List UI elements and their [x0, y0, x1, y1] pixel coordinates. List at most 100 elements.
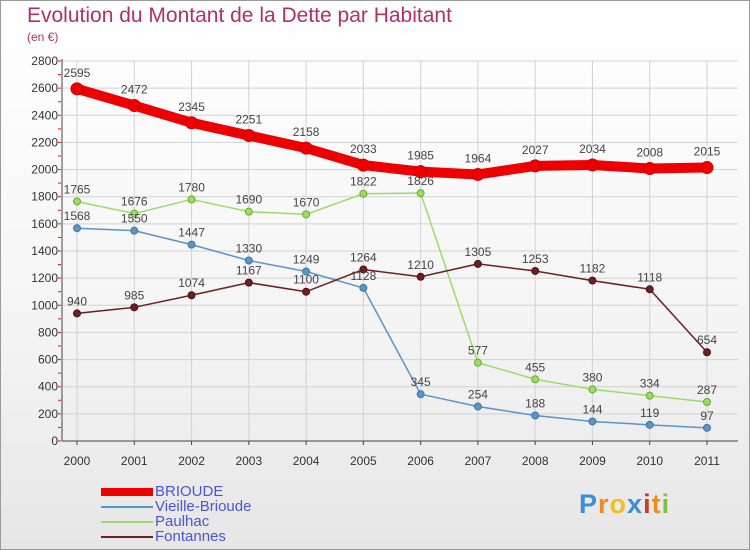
data-label: 1985: [407, 149, 434, 163]
data-point: [473, 402, 482, 411]
data-point: [302, 267, 311, 276]
y-tick-label: 2400: [31, 108, 58, 122]
data-label: 1118: [637, 270, 662, 284]
data-point: [471, 167, 485, 181]
data-point: [130, 209, 139, 218]
y-tick-label: 1200: [31, 271, 58, 285]
data-label: 1264: [350, 250, 377, 264]
data-label: 1447: [178, 226, 205, 240]
logo-letter: x: [627, 489, 644, 519]
data-point: [70, 82, 84, 96]
data-label: 2251: [235, 113, 262, 127]
data-point: [585, 158, 599, 172]
data-point: [416, 272, 425, 281]
y-tick-label: 2600: [31, 81, 58, 95]
data-point: [359, 283, 368, 292]
data-point: [588, 385, 597, 394]
line-chart: 0 200 400 600 800 1000 1200 1400 1600 1800 2000 220…: [31, 54, 738, 468]
data-label: 1100: [293, 273, 319, 287]
data-label: 1964: [465, 151, 492, 165]
data-point: [473, 259, 482, 268]
data-label: 1690: [235, 193, 262, 207]
data-point: [645, 420, 654, 429]
data-point: [242, 129, 256, 143]
x-tick-label: 2004: [293, 454, 320, 468]
data-label: 1670: [293, 195, 320, 209]
chart-title: Evolution du Montant de la Dette par Hab…: [27, 4, 452, 27]
logo-letter: t: [651, 489, 662, 519]
data-label: 1568: [64, 209, 91, 223]
data-label: 2027: [522, 143, 549, 157]
x-tick-label: 2007: [465, 454, 492, 468]
data-point: [185, 116, 199, 130]
data-point: [588, 276, 597, 285]
y-tick-label: 1400: [31, 244, 58, 258]
data-label: 188: [525, 396, 545, 410]
data-label: 97: [700, 409, 714, 423]
series-line-fontannes: [76, 263, 708, 353]
y-tick-label: 0: [51, 434, 58, 448]
series-line-vieille-brioude: [76, 227, 708, 429]
data-point: [703, 398, 711, 407]
data-label: 1305: [465, 245, 492, 259]
data-point: [643, 161, 657, 175]
data-label: 2595: [64, 66, 91, 80]
logo-letter: i: [643, 489, 652, 519]
data-point: [187, 195, 196, 204]
x-tick-label: 2002: [178, 454, 205, 468]
y-tick-label: 1600: [31, 217, 58, 231]
data-point: [645, 391, 654, 400]
y-tick-label: 1800: [31, 190, 58, 204]
y-tick-label: 2000: [31, 163, 58, 177]
data-label: 1780: [178, 180, 205, 194]
y-tick-label: 2800: [31, 54, 58, 68]
legend-label: Fontannes: [155, 528, 226, 545]
logo-letter: i: [661, 489, 671, 519]
data-label: 1550: [121, 212, 148, 226]
logo-letter: o: [609, 489, 628, 519]
data-label: 654: [697, 333, 717, 347]
data-point: [645, 285, 654, 294]
data-label: 1330: [235, 242, 262, 256]
data-point: [73, 309, 81, 318]
x-tick-label: 2008: [522, 454, 549, 468]
data-label: 2034: [579, 142, 606, 156]
data-label: 1210: [407, 258, 434, 272]
data-point: [302, 287, 311, 296]
proxiti-logo: Proxiti: [579, 489, 670, 520]
legend-swatch: [101, 506, 153, 508]
data-label: 1167: [236, 264, 262, 278]
data-point: [703, 348, 711, 357]
data-label: 254: [468, 388, 488, 402]
data-point: [187, 291, 196, 300]
data-label: 455: [525, 360, 545, 374]
legend-swatch: [101, 536, 153, 538]
data-label: 1676: [121, 195, 148, 209]
y-tick-label: 600: [38, 353, 58, 367]
legend-swatch: [101, 488, 153, 496]
data-label: 1826: [407, 174, 434, 188]
data-label: 380: [582, 370, 602, 384]
data-point: [187, 240, 196, 249]
data-point: [416, 390, 425, 399]
data-point: [531, 375, 540, 384]
series-line-brioude: [72, 83, 712, 180]
y-tick-label: 200: [38, 407, 58, 421]
data-point: [356, 158, 370, 172]
data-label: 1822: [350, 175, 377, 189]
data-point: [359, 189, 368, 198]
x-tick-label: 2006: [407, 454, 434, 468]
data-label: 1249: [293, 252, 320, 266]
data-label: 940: [67, 294, 87, 308]
data-label: 2345: [178, 100, 205, 114]
data-label: 1253: [522, 252, 549, 266]
legend-swatch: [101, 521, 153, 523]
data-label: 2472: [121, 83, 148, 97]
data-label: 2015: [694, 145, 721, 159]
data-point: [302, 210, 311, 219]
logo-letter: P: [579, 489, 599, 519]
data-point: [703, 423, 711, 432]
data-label: 1074: [178, 276, 205, 290]
data-point: [414, 165, 428, 179]
